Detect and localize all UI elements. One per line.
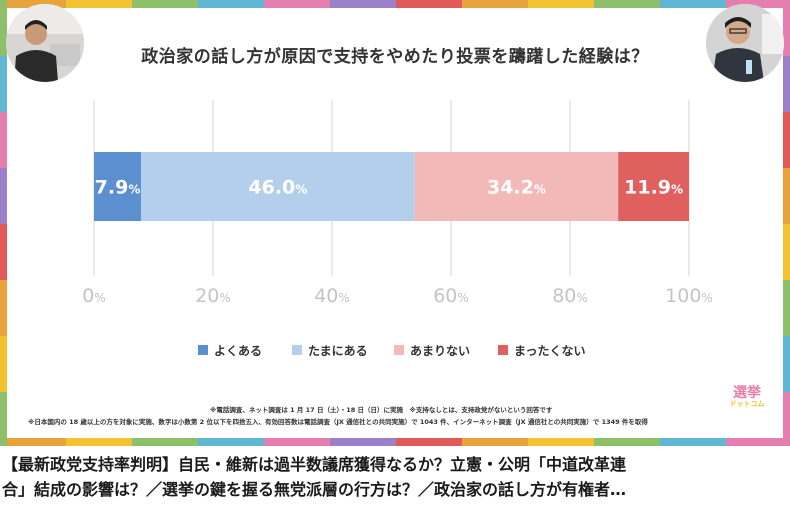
video-frame: 政治家の話し方が原因で支持をやめたり投票を躊躇した経験は？ 7.9% 46.0% 3…: [0, 0, 790, 446]
percent-sign: %: [457, 291, 468, 305]
stripe-segment: [0, 0, 7, 56]
stripe-segment: [783, 168, 790, 224]
stripe-segment: [594, 0, 660, 8]
bar-data-label: 7.9%: [95, 177, 141, 199]
stripe-segment: [528, 0, 594, 8]
bar-segment: [414, 152, 619, 221]
stripe-segment: [66, 438, 132, 446]
stripe-segment: [783, 112, 790, 168]
left-color-stripe: [0, 0, 7, 446]
stripe-segment: [0, 336, 7, 392]
stripe-segment: [396, 0, 462, 8]
stripe-segment: [0, 168, 7, 224]
stripe-segment: [0, 280, 7, 336]
stripe-segment: [330, 0, 396, 8]
stripe-segment: [0, 0, 66, 8]
bar-data-label: 34.2%: [487, 177, 546, 199]
legend-label: たまにある: [308, 344, 368, 358]
stripe-segment: [198, 0, 264, 8]
stripe-segment: [198, 438, 264, 446]
percent-sign: %: [671, 183, 683, 197]
brand-logo: 選挙 ドットコム: [722, 386, 772, 409]
stacked-bar-chart: 7.9% 46.0% 34.2% 11.9% 0% 20% 40% 60% 80% 100% よくあ…: [82, 100, 713, 358]
percent-sign: %: [295, 183, 307, 197]
percent-sign: %: [701, 291, 712, 305]
video-title[interactable]: 【最新政党支持率判明】自民・維新は過半数議席獲得なるか？立憲・公明「中道改革連 …: [0, 452, 790, 502]
stripe-segment: [726, 0, 790, 8]
stripe-segment: [0, 224, 7, 280]
bar-segment: [94, 152, 142, 221]
x-tick-label: 40%: [314, 285, 350, 307]
bar-segment: [141, 152, 415, 221]
stripe-segment: [66, 0, 132, 8]
stripe-segment: [660, 438, 726, 446]
top-color-stripe: [0, 0, 790, 8]
legend-swatch: [292, 345, 302, 355]
stripe-segment: [330, 438, 396, 446]
chart-card: [7, 8, 783, 438]
stripe-segment: [528, 438, 594, 446]
percent-sign: %: [94, 291, 105, 305]
chart-title: 政治家の話し方が原因で支持をやめたり投票を躊躇した経験は？: [141, 47, 649, 67]
stripe-segment: [462, 438, 528, 446]
legend-swatch: [498, 345, 508, 355]
stripe-segment: [783, 336, 790, 392]
stripe-segment: [726, 438, 790, 446]
stripe-segment: [132, 438, 198, 446]
x-tick-label: 60%: [433, 285, 469, 307]
legend-label: まったくない: [514, 344, 586, 358]
survey-note-2: ※日本国内の 18 歳以上の方を対象に実施、数字は小数第 2 位以下を四捨五入、…: [28, 418, 648, 426]
stripe-segment: [396, 438, 462, 446]
stripe-segment: [783, 392, 790, 446]
x-tick-label: 80%: [552, 285, 588, 307]
percent-sign: %: [338, 291, 349, 305]
presenter-avatar-left: [6, 4, 84, 82]
brand-logo-line1: 選挙: [733, 385, 761, 401]
stripe-segment: [462, 0, 528, 8]
brand-logo-line2: ドットコム: [729, 400, 765, 408]
x-tick-label: 0%: [82, 285, 106, 307]
stripe-segment: [783, 56, 790, 112]
stripe-segment: [264, 438, 330, 446]
survey-note-1: ※電話調査、ネット調査は 1 月 17 日（土）・18 日（日）に実施 ※支持な…: [210, 406, 553, 414]
stripe-segment: [783, 280, 790, 336]
percent-sign: %: [534, 183, 546, 197]
stripe-segment: [0, 112, 7, 168]
stripe-segment: [594, 438, 660, 446]
percent-sign: %: [219, 291, 230, 305]
bottom-color-stripe: [0, 438, 790, 446]
bar-data-label: 11.9%: [624, 177, 683, 199]
video-title-line2: 合」結成の影響は？／選挙の鍵を握る無党派層の行方は？／政治家の話し方が有権者…: [2, 480, 627, 499]
stripe-segment: [0, 392, 7, 446]
stripe-segment: [783, 224, 790, 280]
legend-label: あまりない: [410, 344, 470, 358]
x-tick-label: 100%: [665, 285, 713, 307]
stripe-segment: [660, 0, 726, 8]
legend-swatch: [394, 345, 404, 355]
stripe-segment: [0, 438, 66, 446]
stripe-segment: [0, 56, 7, 112]
x-tick-label: 20%: [195, 285, 231, 307]
stripe-segment: [132, 0, 198, 8]
bar-data-label: 46.0%: [248, 177, 307, 199]
right-color-stripe: [783, 0, 790, 446]
video-title-line1: 【最新政党支持率判明】自民・維新は過半数議席獲得なるか？立憲・公明「中道改革連: [2, 455, 627, 474]
bar-segment: [618, 152, 689, 221]
stripe-segment: [264, 0, 330, 8]
legend-label: よくある: [214, 344, 262, 358]
percent-sign: %: [576, 291, 587, 305]
percent-sign: %: [128, 183, 140, 197]
presenter-avatar-right: [706, 4, 784, 82]
legend-swatch: [198, 345, 208, 355]
stripe-segment: [783, 0, 790, 56]
